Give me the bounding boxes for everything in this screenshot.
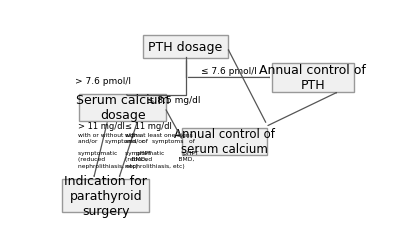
FancyBboxPatch shape (143, 36, 228, 59)
Text: > 11 mg/dl: > 11 mg/dl (78, 122, 125, 130)
FancyBboxPatch shape (272, 64, 354, 92)
Text: > 7.6 pmol/l: > 7.6 pmol/l (75, 76, 131, 86)
FancyBboxPatch shape (80, 94, 166, 122)
Text: with at least one signs
and/or    symptoms   of

symptomatic          pHPT
(redu: with at least one signs and/or symptoms … (124, 132, 198, 168)
Text: Serum calcium
dosage: Serum calcium dosage (76, 94, 170, 122)
FancyBboxPatch shape (62, 179, 149, 212)
Text: Annual control of
serum calcium: Annual control of serum calcium (174, 128, 275, 156)
FancyBboxPatch shape (182, 128, 267, 155)
Text: Indication for
parathyroid
surgery: Indication for parathyroid surgery (64, 174, 147, 217)
Text: PTH dosage: PTH dosage (148, 41, 223, 54)
Text: ≤ 8.5 mg/dl: ≤ 8.5 mg/dl (147, 96, 201, 105)
Text: with or without signs
and/or    symptoms   of

symptomatic          pHPT
(reduce: with or without signs and/or symptoms of… (78, 132, 152, 168)
Text: ≤ 11 mg/dl: ≤ 11 mg/dl (124, 122, 171, 130)
Text: ≤ 7.6 pmol/l: ≤ 7.6 pmol/l (202, 66, 257, 75)
Text: Annual control of
PTH: Annual control of PTH (259, 64, 366, 92)
